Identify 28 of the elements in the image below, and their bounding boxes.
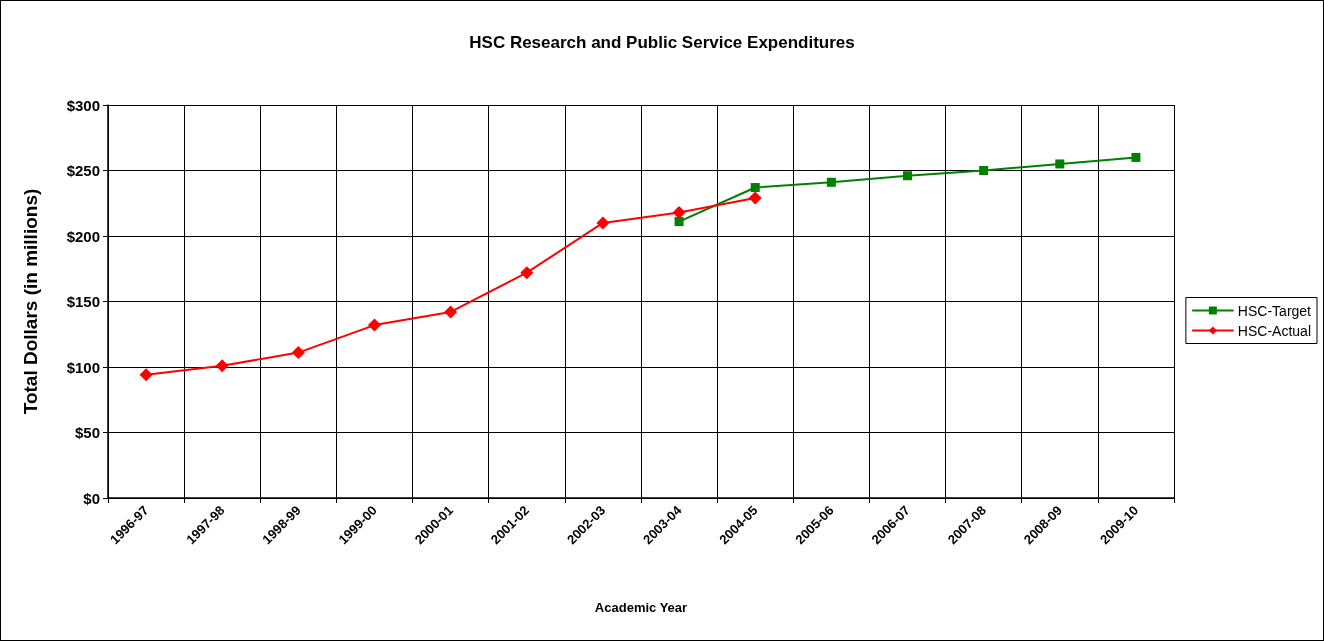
x-axis-title: Academic Year — [594, 600, 688, 615]
y-tick-label: $50 — [74, 424, 100, 441]
point — [826, 177, 836, 187]
chart-title: HSC Research and Public Service Expenditures — [469, 33, 855, 52]
point — [520, 266, 534, 280]
y-tick-label: $250 — [66, 162, 100, 179]
y-tick-label: $200 — [66, 227, 100, 245]
point — [748, 191, 762, 205]
y-axis-title: Total Dollars (in millions) — [20, 188, 41, 415]
point — [291, 346, 305, 360]
point — [215, 359, 229, 373]
point — [674, 217, 684, 227]
y-tick-label: $150 — [66, 293, 100, 310]
y-tick-label: $100 — [66, 358, 100, 376]
y-tick-label: $0 — [83, 489, 100, 507]
point — [903, 171, 912, 181]
point — [368, 318, 381, 332]
point — [1131, 152, 1141, 162]
legend-label: HSC-Target — [1237, 302, 1312, 319]
point — [672, 205, 686, 219]
point — [139, 368, 153, 382]
point — [444, 305, 458, 319]
y-tick-label: $300 — [66, 96, 100, 114]
point — [750, 183, 760, 193]
point — [596, 216, 610, 230]
legend-label: HSC-Actual — [1237, 322, 1312, 339]
point — [979, 166, 989, 175]
point — [1055, 159, 1065, 169]
